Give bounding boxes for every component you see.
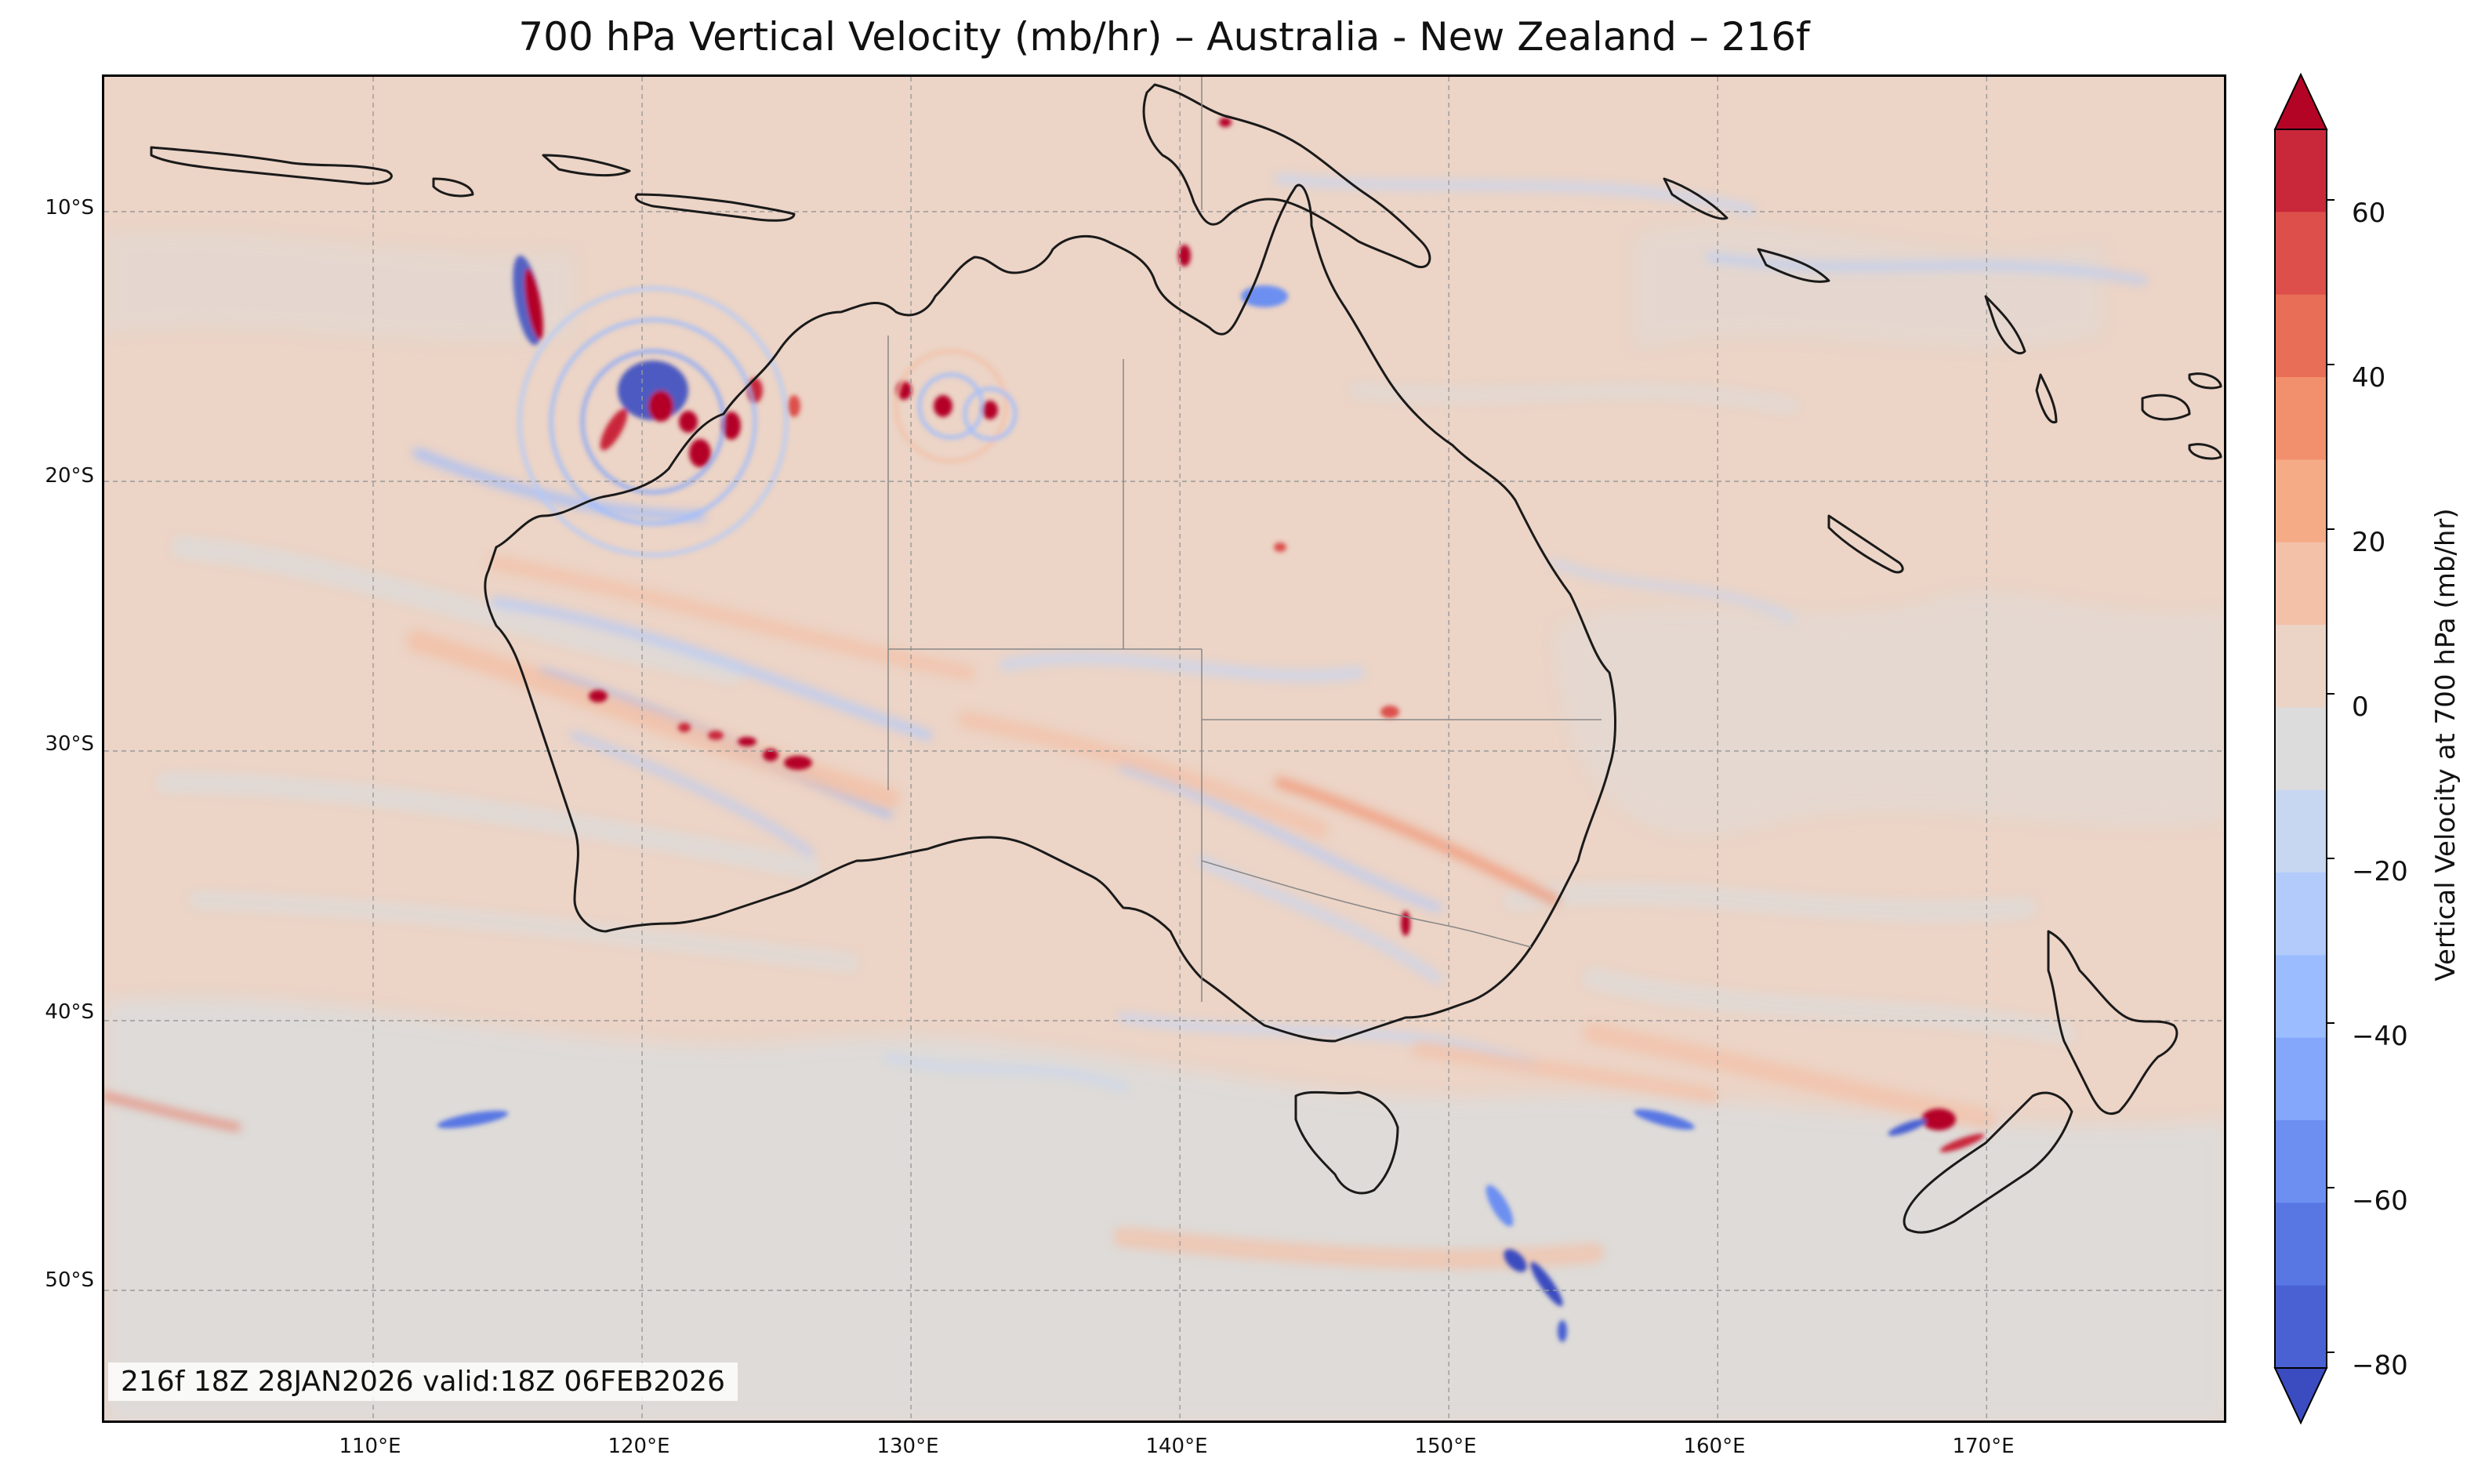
colorbar-band <box>2275 955 2327 1039</box>
positive-streaks <box>104 555 1996 1270</box>
colorbar-extend-high <box>2273 72 2328 130</box>
map-title: 700 hPa Vertical Velocity (mb/hr) – Aust… <box>518 14 1810 60</box>
colorbar-band <box>2275 1285 2327 1369</box>
colorbar-band <box>2275 1037 2327 1121</box>
colorbar-extend-low <box>2273 1367 2328 1425</box>
colorbar-band <box>2275 1120 2327 1203</box>
map-plot-area[interactable] <box>102 74 2226 1423</box>
colorbar-tick-60: 60 <box>2352 198 2386 229</box>
coastline-new-caledonia <box>1827 514 1904 574</box>
colorbar-band <box>2275 542 2327 626</box>
colorbar-band <box>2275 294 2327 378</box>
lat-label-10s: 10°S <box>45 196 94 220</box>
colorbar-band <box>2275 625 2327 708</box>
colorbar-band <box>2275 789 2327 873</box>
coastlines <box>150 83 2222 1234</box>
map-canvas <box>104 77 2224 1421</box>
colorbar-band <box>2275 212 2327 296</box>
coastline-nz-south <box>1903 1091 2073 1234</box>
streak-pattern <box>156 173 2147 1092</box>
colorbar-title: Vertical Velocity at 700 hPa (mb/hr) <box>2430 508 2461 981</box>
wave-rings <box>517 286 1018 557</box>
lon-label-130e: 130°E <box>876 1435 939 1458</box>
lon-label-110e: 110°E <box>339 1435 401 1458</box>
colorbar-tick-minus20: −20 <box>2352 856 2408 887</box>
colorbar-band <box>2275 707 2327 791</box>
colorbar-band <box>2275 1203 2327 1286</box>
colorbar-border <box>2274 129 2327 1369</box>
colorbar-tick-20: 20 <box>2352 527 2386 558</box>
lon-label-140e: 140°E <box>1145 1435 1208 1458</box>
colorbar-band <box>2275 459 2327 543</box>
colorbar-tick-0: 0 <box>2352 691 2369 723</box>
lon-label-170e: 170°E <box>1952 1435 2015 1458</box>
lat-label-50s: 50°S <box>45 1268 94 1292</box>
colorbar-tick-minus60: −60 <box>2352 1185 2408 1217</box>
coastline-nz-north <box>2047 930 2178 1116</box>
colorbar-tick-minus40: −40 <box>2352 1021 2408 1052</box>
lat-label-30s: 30°S <box>45 732 94 756</box>
colorbar-band <box>2275 377 2327 460</box>
neutral-regions <box>104 223 2224 1421</box>
gridlines <box>104 77 2224 1421</box>
lat-label-20s: 20°S <box>45 464 94 488</box>
coastline-java <box>150 146 393 185</box>
coastline-tasmania <box>1294 1090 1399 1195</box>
colorbar-tick-minus80: −80 <box>2352 1350 2408 1381</box>
lon-label-160e: 160°E <box>1683 1435 1746 1458</box>
lon-label-150e: 150°E <box>1414 1435 1477 1458</box>
colorbar-tick-40: 40 <box>2352 362 2386 394</box>
coastline-australia <box>484 183 1616 1043</box>
state-borders <box>887 77 1602 1002</box>
lat-label-40s: 40°S <box>45 1000 94 1024</box>
colorbar-band <box>2275 873 2327 956</box>
coastline-timor <box>634 193 796 222</box>
colorbar-band <box>2275 129 2327 212</box>
forecast-info-box: 216f 18Z 28JAN2026 valid:18Z 06FEB2026 <box>108 1362 738 1401</box>
intense-features <box>437 118 1985 1342</box>
coastline-new-guinea <box>1142 83 1431 269</box>
lon-label-120e: 120°E <box>608 1435 670 1458</box>
colorbar <box>2273 72 2334 1425</box>
